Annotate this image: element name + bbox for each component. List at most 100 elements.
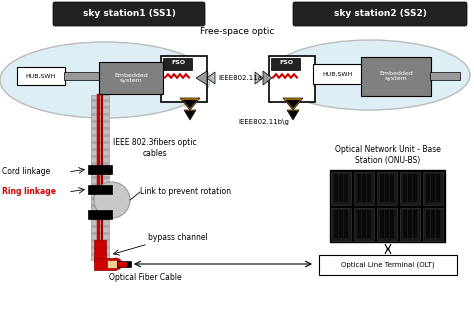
Bar bbox=[401, 208, 420, 240]
Bar bbox=[91, 190, 109, 193]
Bar bbox=[362, 174, 366, 202]
Bar bbox=[91, 155, 109, 158]
Text: HUB,SWH: HUB,SWH bbox=[323, 71, 353, 76]
Text: IEEE802.11b\g: IEEE802.11b\g bbox=[238, 119, 289, 125]
Bar bbox=[127, 261, 131, 267]
Bar bbox=[91, 106, 109, 109]
FancyBboxPatch shape bbox=[161, 56, 207, 102]
Ellipse shape bbox=[270, 40, 470, 110]
Bar bbox=[331, 172, 352, 204]
FancyBboxPatch shape bbox=[319, 255, 457, 275]
Bar bbox=[413, 174, 417, 202]
Circle shape bbox=[94, 182, 130, 218]
Bar bbox=[91, 232, 109, 235]
Text: Embedded
system: Embedded system bbox=[114, 73, 148, 83]
Polygon shape bbox=[185, 111, 195, 119]
Text: bypass channel: bypass channel bbox=[148, 234, 208, 242]
Polygon shape bbox=[288, 111, 298, 119]
Bar bbox=[385, 210, 389, 238]
FancyBboxPatch shape bbox=[293, 2, 467, 26]
Text: Embedded
system: Embedded system bbox=[379, 70, 413, 82]
Text: FSO: FSO bbox=[171, 60, 185, 65]
Bar bbox=[380, 210, 384, 238]
Bar bbox=[390, 210, 394, 238]
Text: Cord linkage: Cord linkage bbox=[2, 167, 50, 177]
Polygon shape bbox=[207, 72, 215, 84]
Bar bbox=[94, 240, 106, 262]
Bar bbox=[380, 174, 384, 202]
Text: Ring linkage: Ring linkage bbox=[2, 187, 56, 197]
Bar bbox=[355, 208, 374, 240]
Bar bbox=[403, 210, 407, 238]
Bar bbox=[91, 176, 109, 179]
Text: IEEE 802.3fibers optic
cables: IEEE 802.3fibers optic cables bbox=[113, 138, 197, 158]
FancyBboxPatch shape bbox=[99, 62, 163, 94]
Bar bbox=[390, 174, 394, 202]
Bar bbox=[430, 72, 460, 80]
Bar bbox=[377, 208, 398, 240]
Bar bbox=[403, 174, 407, 202]
Bar bbox=[355, 172, 374, 204]
Text: HUB,SWH: HUB,SWH bbox=[26, 74, 56, 78]
Polygon shape bbox=[255, 72, 263, 84]
Bar bbox=[91, 120, 109, 123]
Text: Optical Fiber Cable: Optical Fiber Cable bbox=[109, 274, 182, 283]
Polygon shape bbox=[183, 100, 197, 108]
Bar bbox=[423, 172, 444, 204]
Bar bbox=[367, 174, 371, 202]
Bar bbox=[362, 210, 366, 238]
Bar bbox=[91, 169, 109, 172]
Bar bbox=[413, 210, 417, 238]
Polygon shape bbox=[263, 71, 272, 85]
Text: Free-space optic: Free-space optic bbox=[200, 27, 274, 37]
Bar bbox=[423, 208, 444, 240]
Bar bbox=[91, 113, 109, 116]
Bar bbox=[385, 174, 389, 202]
Bar bbox=[344, 174, 348, 202]
Bar bbox=[91, 246, 109, 249]
Polygon shape bbox=[184, 110, 196, 120]
Bar bbox=[91, 148, 109, 151]
Bar bbox=[339, 210, 343, 238]
Bar bbox=[91, 99, 109, 102]
FancyBboxPatch shape bbox=[17, 67, 65, 85]
Bar bbox=[91, 127, 109, 130]
Bar bbox=[357, 174, 361, 202]
Bar bbox=[339, 174, 343, 202]
Bar bbox=[88, 185, 112, 194]
Bar bbox=[91, 253, 109, 256]
FancyBboxPatch shape bbox=[53, 2, 205, 26]
Polygon shape bbox=[196, 71, 207, 85]
Text: Link to prevent rotation: Link to prevent rotation bbox=[140, 187, 231, 197]
Polygon shape bbox=[286, 100, 300, 108]
Bar bbox=[377, 172, 398, 204]
Bar bbox=[91, 134, 109, 137]
Bar bbox=[91, 141, 109, 144]
Bar bbox=[431, 174, 435, 202]
Bar bbox=[64, 72, 100, 80]
Text: IEEE802.11a: IEEE802.11a bbox=[218, 75, 262, 81]
Bar bbox=[91, 204, 109, 207]
Bar bbox=[117, 261, 127, 267]
Bar bbox=[91, 239, 109, 242]
Text: FSO: FSO bbox=[279, 60, 293, 65]
Bar bbox=[91, 211, 109, 214]
Text: sky station1 (SS1): sky station1 (SS1) bbox=[82, 9, 175, 19]
Polygon shape bbox=[283, 98, 303, 110]
Bar bbox=[330, 170, 445, 242]
Bar bbox=[331, 208, 352, 240]
Bar bbox=[94, 258, 116, 270]
FancyBboxPatch shape bbox=[269, 56, 315, 102]
Ellipse shape bbox=[0, 42, 210, 118]
Bar bbox=[401, 172, 420, 204]
FancyBboxPatch shape bbox=[361, 57, 431, 96]
Bar bbox=[426, 174, 430, 202]
Bar bbox=[344, 210, 348, 238]
FancyBboxPatch shape bbox=[164, 58, 192, 70]
Text: Optical Line Terminal (OLT): Optical Line Terminal (OLT) bbox=[341, 262, 435, 268]
Polygon shape bbox=[287, 110, 299, 120]
Circle shape bbox=[110, 258, 122, 270]
Bar bbox=[91, 162, 109, 165]
Bar bbox=[367, 210, 371, 238]
Bar bbox=[357, 210, 361, 238]
